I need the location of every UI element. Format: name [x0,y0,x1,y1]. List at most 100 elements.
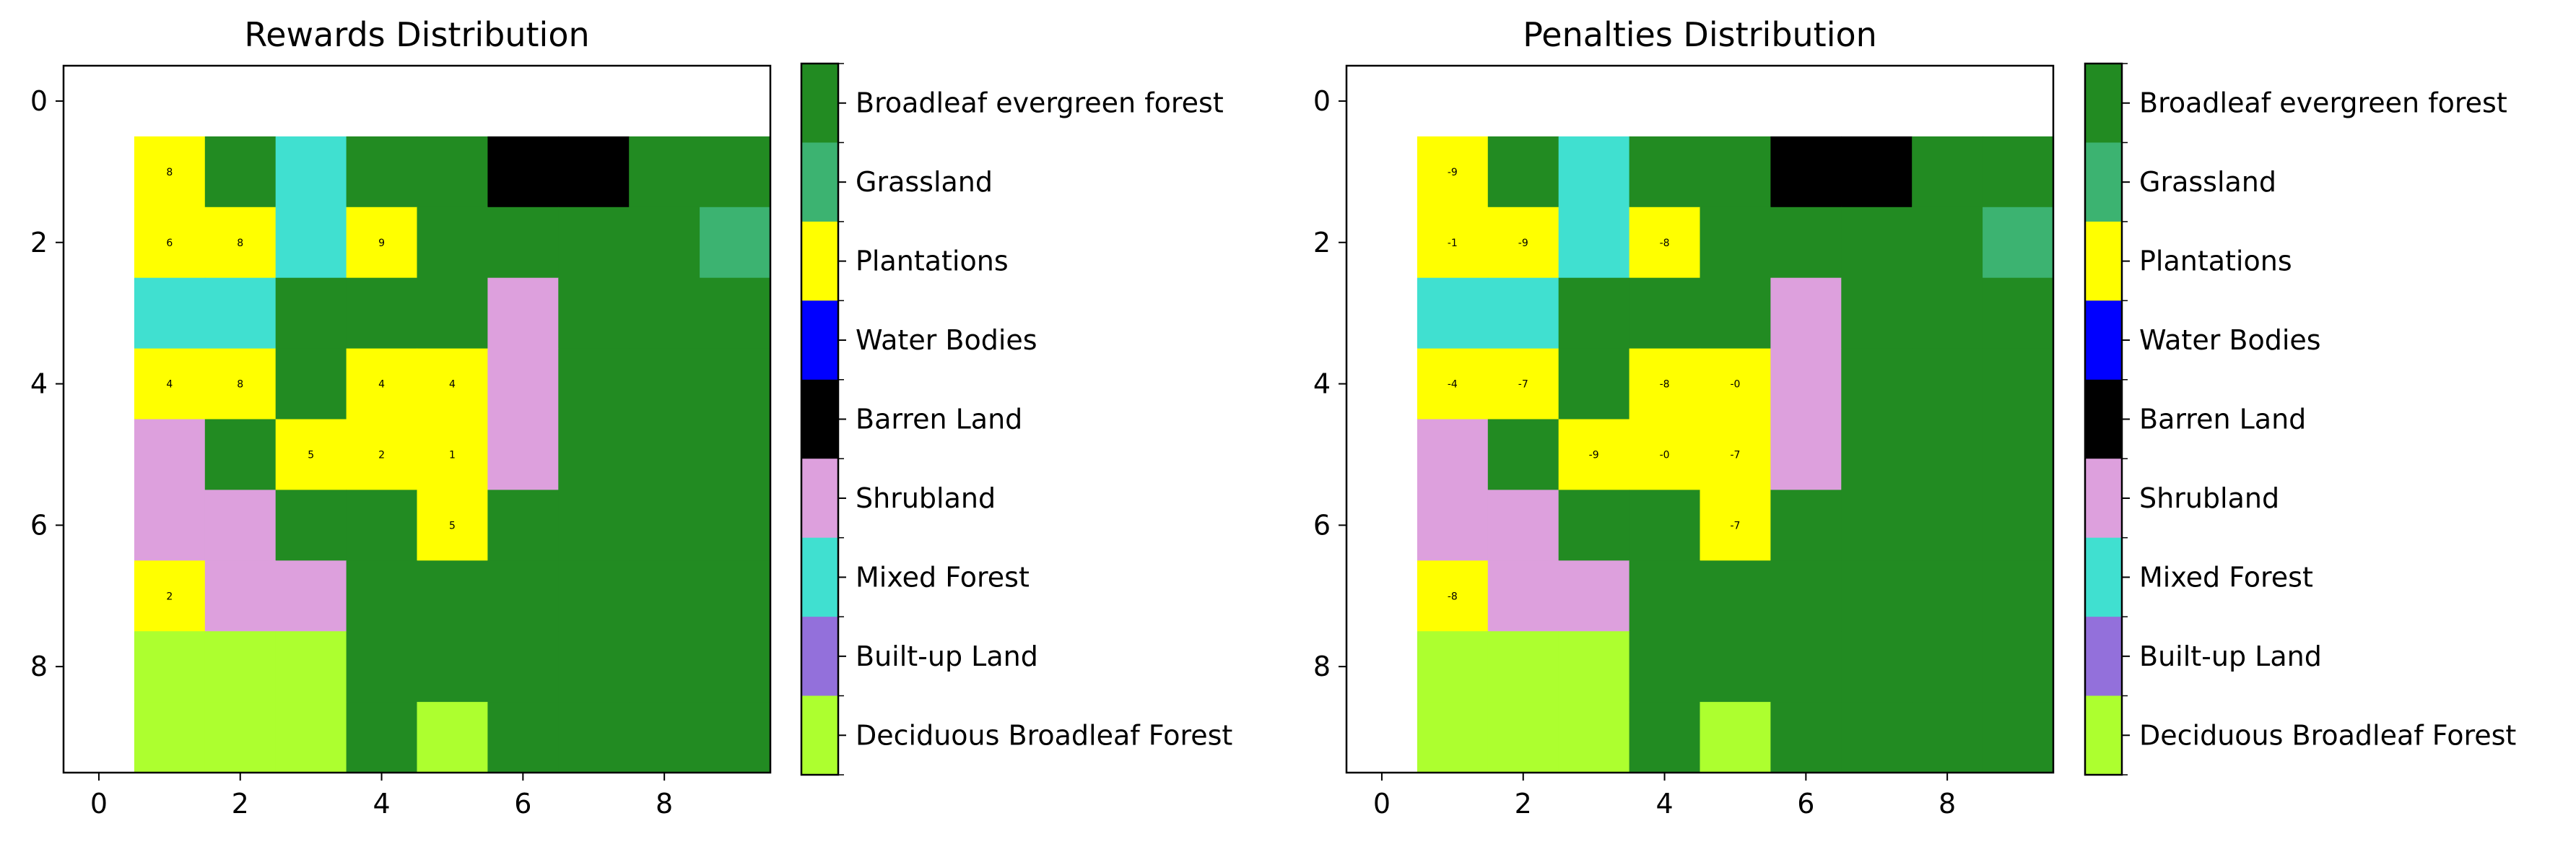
heatmap-cell [1487,490,1559,561]
heatmap-cell [1558,66,1630,137]
cell-annotation: -9 [1589,449,1599,461]
x-tick-label: 4 [1655,788,1673,820]
heatmap-cell [1417,348,1489,420]
heatmap-cell [64,631,135,703]
colorbar-segment [801,379,838,459]
heatmap-cell [1417,560,1489,632]
heatmap-cell [1983,560,2054,632]
heatmap-cell [558,207,630,279]
heatmap-cell [1770,348,1842,420]
cell-annotation: -8 [1448,591,1458,602]
heatmap-cell [1558,277,1630,349]
heatmap-cell [487,277,559,349]
colorbar-segment [2085,221,2122,301]
heatmap-cell [346,277,418,349]
heatmap-cell [134,277,206,349]
cell-annotation: 4 [449,379,456,391]
heatmap-cell [1487,702,1559,773]
heatmap-cell [1700,136,1771,208]
heatmap-cell [558,631,630,703]
cell-annotation: 4 [378,379,385,391]
y-tick-label: 8 [30,651,48,682]
cell-annotation: 8 [237,238,243,249]
x-tick-label: 8 [1938,788,1956,820]
heatmap-cell [1558,490,1630,561]
cell-annotation: -7 [1730,449,1740,461]
cell-annotation: 2 [378,449,385,461]
heatmap-panel-1: Rewards Distribution 8 6 8 9 4 8 4 4 5 2 1 5 2 0 2 4 6 8 0 2… [30,15,1233,820]
heatmap-cell [1983,277,2054,349]
heatmap-cell [1983,631,2054,703]
heatmap-cell [134,419,206,490]
heatmap-cell [1912,560,1983,632]
y-tick-label: 6 [30,509,48,541]
heatmap-cell [1346,490,1418,561]
heatmap-cell [275,348,347,420]
colorbar-label: Built-up Land [2139,640,2322,672]
heatmap-cell [204,207,277,279]
colorbar-segment [801,64,838,144]
heatmap-cell [1629,66,1701,137]
heatmap-cell [700,207,771,279]
heatmap-cell [346,702,418,773]
heatmap-cell [134,136,206,208]
heatmap-cell [1346,631,1418,703]
heatmap-cell [1912,419,1983,490]
heatmap-cell [558,702,630,773]
heatmap-cell [346,419,418,490]
cell-annotation: -9 [1518,238,1528,249]
heatmap-cell [629,66,700,137]
heatmap-cell [204,631,277,703]
heatmap-cell [1629,631,1701,703]
heatmap-cell [275,136,347,208]
heatmap-cell [1629,560,1701,632]
heatmap-cell [204,136,277,208]
cell-annotation: 6 [166,238,173,249]
colorbar-segment [2085,64,2122,144]
heatmap-cell [275,66,347,137]
heatmap-cell [629,348,700,420]
y-tick-label: 8 [1313,651,1331,682]
x-tick-label: 2 [1515,788,1532,820]
cell-annotation: -0 [1730,379,1740,391]
heatmap-cell [700,631,771,703]
heatmap-cell [275,560,347,632]
x-tick-label: 8 [656,788,673,820]
colorbar-segment [801,300,838,381]
heatmap-cell [346,66,418,137]
cell-annotation: 2 [166,591,173,602]
heatmap-cell [1700,277,1771,349]
heatmap-cell [487,136,559,208]
colorbar-label: Grassland [856,166,993,198]
heatmap-cell [700,66,771,137]
heatmap-cell [1770,490,1842,561]
heatmap-cell [1770,560,1842,632]
heatmap-cell [417,560,488,632]
x-tick-label: 0 [1373,788,1391,820]
heatmap-cell [204,277,277,349]
heatmap-cell [700,277,771,349]
heatmap-cell [1983,348,2054,420]
colorbar-label: Broadleaf evergreen forest [856,87,1224,119]
colorbar-segment [2085,459,2122,539]
heatmap-cell [204,419,277,490]
heatmap-cell [64,66,135,137]
colorbar-label: Deciduous Broadleaf Forest [856,719,1232,751]
cell-annotation: -8 [1660,379,1670,391]
heatmap-cell [487,490,559,561]
heatmap-cell [1841,490,1913,561]
heatmap-cell [1912,702,1983,773]
heatmap-cell [1700,702,1771,773]
heatmap-cell [558,277,630,349]
colorbar-label: Shrubland [856,482,996,514]
heatmap-cell [1841,560,1913,632]
heatmap-cell [1912,490,1983,561]
heatmap-cell [558,560,630,632]
heatmap-cell [1841,66,1913,137]
heatmap-cell [1983,207,2054,279]
heatmap-cell [1346,560,1418,632]
heatmap-cell [629,419,700,490]
heatmap-cell [1841,136,1913,208]
heatmap-cell [1629,348,1701,420]
heatmap-cell [1912,136,1983,208]
